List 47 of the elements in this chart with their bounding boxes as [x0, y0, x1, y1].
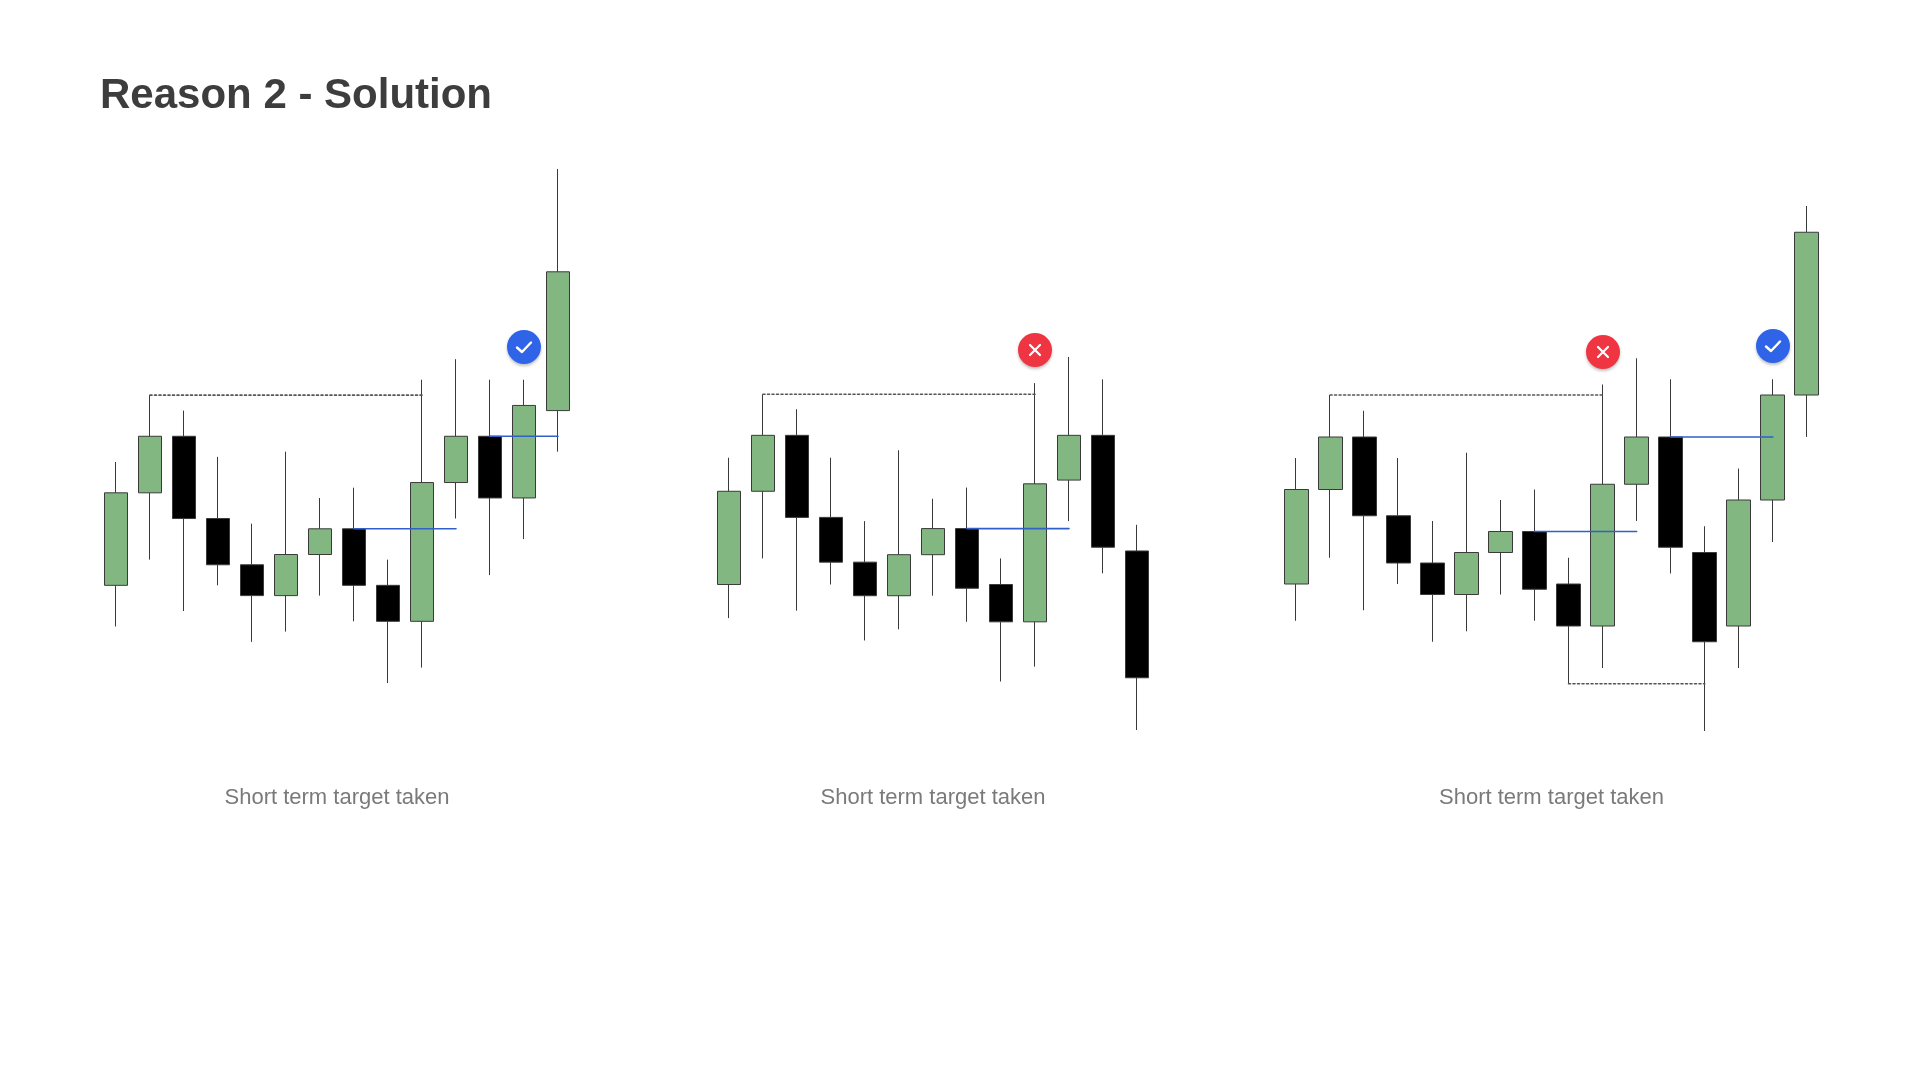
candlestick	[1590, 384, 1615, 669]
candlestick	[512, 379, 536, 540]
candlestick	[1624, 357, 1649, 522]
candlestick	[1522, 489, 1547, 622]
candlestick	[1420, 520, 1445, 643]
candlestick	[1794, 205, 1819, 438]
candlestick	[1556, 557, 1581, 685]
candlestick	[1692, 525, 1717, 732]
text: Reason 2 - Solution	[100, 69, 493, 119]
candlestick	[853, 520, 877, 641]
candlestick	[274, 451, 298, 633]
candlestick	[1091, 378, 1115, 574]
candlestick	[1125, 524, 1149, 731]
candlestick	[751, 393, 775, 559]
candlestick	[1284, 457, 1309, 622]
candlestick	[1488, 499, 1513, 595]
candlestick	[444, 358, 468, 520]
candlestick	[955, 487, 979, 623]
candlestick	[546, 168, 570, 453]
text: Short term target taken	[224, 783, 450, 811]
candlestick	[887, 449, 911, 630]
candlestick	[308, 497, 332, 597]
candlestick	[1352, 410, 1377, 611]
candlestick	[410, 379, 434, 669]
candlestick	[342, 487, 366, 622]
candlestick	[1057, 356, 1081, 522]
candlestick	[478, 379, 502, 576]
candlestick	[717, 457, 741, 619]
candlestick	[240, 523, 264, 643]
candlestick	[1760, 378, 1785, 543]
candlestick	[1386, 457, 1411, 585]
candlestick	[1318, 394, 1343, 559]
candlestick	[1454, 452, 1479, 632]
candlestick	[172, 410, 196, 612]
candlestick	[1726, 468, 1751, 669]
candlestick	[104, 461, 128, 627]
candlestick	[138, 394, 162, 561]
candlestick	[1023, 382, 1047, 668]
candlestick	[785, 408, 809, 612]
text: Short term target taken	[820, 783, 1046, 811]
candlestick	[206, 456, 230, 586]
candlestick	[989, 557, 1013, 683]
candlestick	[376, 559, 400, 684]
candlestick	[819, 457, 843, 586]
candlestick	[921, 498, 945, 597]
candlestick	[1658, 378, 1683, 574]
text: Short term target taken	[1439, 783, 1664, 811]
